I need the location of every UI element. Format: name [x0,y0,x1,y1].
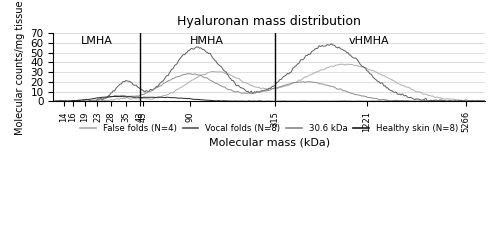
Text: HMHA: HMHA [190,36,224,46]
Title: Hyaluronan mass distribution: Hyaluronan mass distribution [178,15,361,28]
Y-axis label: Molecular counts/mg tissue: Molecular counts/mg tissue [15,0,25,135]
Legend: False folds (N=4), Vocal folds (N=8), 30.6 kDa, Healthy skin (N=8): False folds (N=4), Vocal folds (N=8), 30… [77,121,462,136]
Text: LMHA: LMHA [80,36,112,46]
X-axis label: Molecular mass (kDa): Molecular mass (kDa) [208,138,330,148]
Text: vHMHA: vHMHA [348,36,389,46]
